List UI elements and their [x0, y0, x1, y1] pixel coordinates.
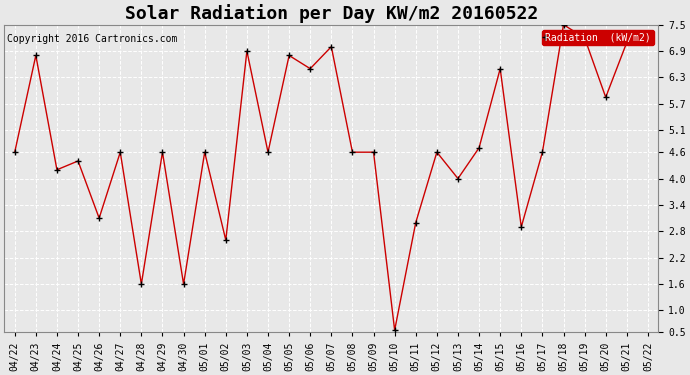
Legend: Radiation  (kW/m2): Radiation (kW/m2): [542, 30, 653, 45]
Radiation  (kW/m2): [306, 66, 315, 71]
Radiation  (kW/m2): [137, 282, 146, 286]
Radiation  (kW/m2): [391, 328, 399, 333]
Radiation  (kW/m2): [454, 176, 462, 181]
Radiation  (kW/m2): [243, 49, 251, 53]
Radiation  (kW/m2): [74, 159, 82, 163]
Radiation  (kW/m2): [327, 44, 335, 49]
Radiation  (kW/m2): [602, 95, 610, 99]
Radiation  (kW/m2): [433, 150, 441, 154]
Radiation  (kW/m2): [201, 150, 209, 154]
Radiation  (kW/m2): [179, 282, 188, 286]
Radiation  (kW/m2): [622, 40, 631, 45]
Radiation  (kW/m2): [580, 36, 589, 40]
Radiation  (kW/m2): [116, 150, 124, 154]
Radiation  (kW/m2): [496, 66, 504, 71]
Radiation  (kW/m2): [285, 53, 293, 58]
Radiation  (kW/m2): [517, 225, 525, 229]
Line: Radiation  (kW/m2): Radiation (kW/m2): [12, 22, 651, 333]
Radiation  (kW/m2): [158, 150, 166, 154]
Radiation  (kW/m2): [221, 238, 230, 242]
Radiation  (kW/m2): [53, 168, 61, 172]
Radiation  (kW/m2): [369, 150, 377, 154]
Radiation  (kW/m2): [644, 36, 652, 40]
Radiation  (kW/m2): [538, 150, 546, 154]
Radiation  (kW/m2): [264, 150, 272, 154]
Radiation  (kW/m2): [560, 22, 568, 27]
Radiation  (kW/m2): [10, 150, 19, 154]
Radiation  (kW/m2): [32, 53, 40, 58]
Radiation  (kW/m2): [348, 150, 357, 154]
Title: Solar Radiation per Day KW/m2 20160522: Solar Radiation per Day KW/m2 20160522: [125, 4, 538, 23]
Text: Copyright 2016 Cartronics.com: Copyright 2016 Cartronics.com: [8, 34, 178, 44]
Radiation  (kW/m2): [95, 216, 104, 220]
Radiation  (kW/m2): [475, 146, 483, 150]
Radiation  (kW/m2): [412, 220, 420, 225]
